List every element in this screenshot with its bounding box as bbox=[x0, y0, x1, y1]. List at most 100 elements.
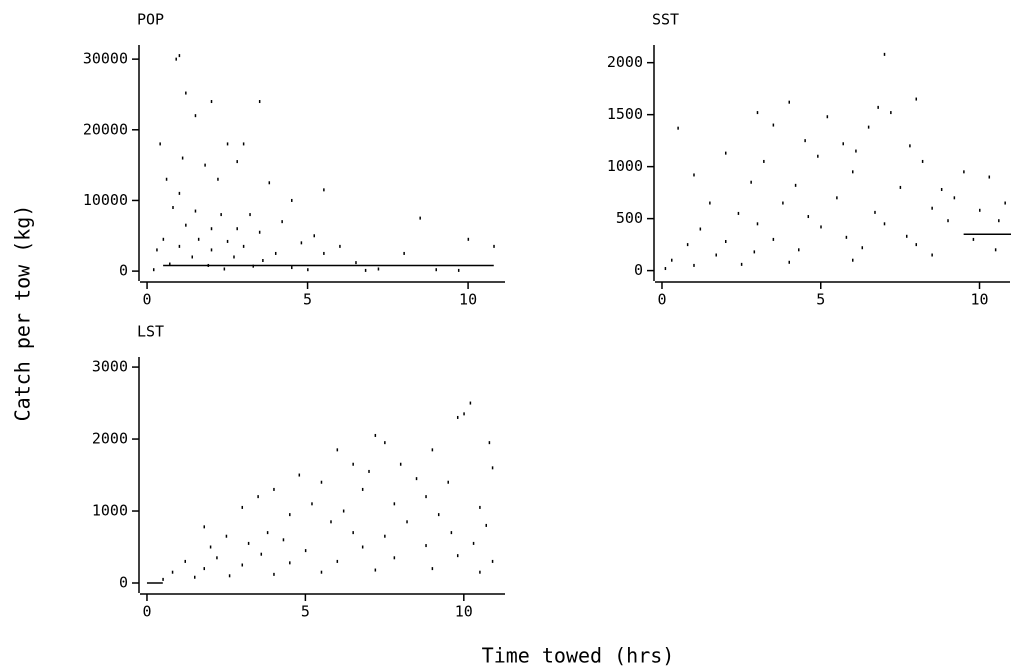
point bbox=[817, 154, 819, 158]
y-tick-label: 30000 bbox=[83, 50, 128, 68]
point bbox=[185, 91, 187, 95]
point bbox=[204, 163, 206, 167]
point bbox=[384, 441, 386, 445]
y-tick-label: 0 bbox=[119, 573, 128, 591]
x-tick-label: 5 bbox=[301, 603, 310, 621]
point bbox=[431, 567, 434, 571]
x-tick-label: 0 bbox=[657, 291, 666, 309]
point bbox=[304, 549, 307, 553]
point bbox=[330, 520, 332, 524]
point bbox=[352, 531, 354, 535]
point bbox=[450, 531, 453, 535]
point bbox=[257, 495, 259, 499]
point bbox=[226, 142, 229, 146]
panel-title: POP bbox=[137, 11, 164, 29]
point bbox=[374, 568, 377, 572]
point bbox=[241, 563, 244, 567]
point bbox=[753, 250, 756, 254]
point bbox=[156, 248, 158, 252]
point bbox=[162, 577, 164, 581]
point bbox=[931, 206, 933, 210]
point bbox=[281, 220, 283, 224]
x-tick-label: 10 bbox=[455, 603, 473, 621]
point bbox=[947, 219, 949, 223]
point bbox=[336, 448, 339, 452]
point bbox=[242, 244, 245, 248]
point bbox=[677, 126, 679, 130]
point bbox=[236, 160, 238, 164]
point bbox=[307, 268, 309, 272]
point bbox=[262, 259, 264, 263]
point bbox=[874, 210, 876, 214]
point bbox=[361, 545, 364, 549]
point bbox=[488, 441, 491, 445]
point bbox=[403, 251, 405, 255]
point bbox=[493, 244, 495, 248]
point bbox=[225, 534, 228, 538]
point bbox=[915, 243, 918, 247]
point bbox=[399, 462, 402, 466]
point bbox=[435, 268, 437, 272]
x-tick-label: 10 bbox=[459, 291, 477, 309]
point bbox=[756, 111, 759, 115]
y-tick-label: 0 bbox=[119, 262, 128, 280]
point bbox=[342, 509, 345, 513]
point bbox=[178, 244, 181, 248]
point bbox=[185, 223, 187, 227]
point bbox=[788, 100, 790, 104]
point bbox=[374, 433, 377, 437]
point bbox=[861, 246, 864, 250]
point bbox=[826, 115, 829, 119]
point bbox=[178, 54, 181, 58]
point bbox=[210, 100, 213, 104]
point bbox=[300, 241, 303, 245]
point bbox=[291, 198, 293, 202]
point bbox=[313, 234, 315, 238]
point bbox=[258, 230, 261, 234]
point bbox=[431, 448, 434, 452]
point bbox=[171, 570, 174, 574]
point bbox=[931, 253, 933, 257]
point bbox=[210, 227, 213, 231]
point bbox=[273, 572, 275, 576]
point bbox=[715, 253, 717, 257]
point bbox=[988, 175, 991, 179]
point bbox=[203, 567, 206, 571]
point bbox=[178, 191, 181, 195]
point bbox=[406, 520, 408, 524]
point bbox=[289, 513, 291, 517]
point bbox=[355, 261, 357, 265]
point bbox=[172, 206, 174, 210]
point bbox=[210, 248, 213, 252]
point bbox=[693, 173, 695, 177]
point bbox=[320, 570, 323, 574]
point bbox=[467, 237, 470, 241]
point bbox=[323, 251, 325, 255]
point bbox=[940, 188, 943, 192]
point bbox=[852, 258, 854, 262]
point bbox=[953, 196, 956, 200]
point bbox=[175, 57, 177, 61]
point bbox=[737, 211, 740, 215]
y-tick-label: 2000 bbox=[92, 430, 128, 448]
point bbox=[393, 556, 396, 560]
point bbox=[979, 208, 981, 212]
point bbox=[260, 552, 263, 556]
y-tick-label: 500 bbox=[616, 209, 643, 227]
point bbox=[323, 188, 325, 192]
point bbox=[867, 125, 870, 129]
point bbox=[274, 251, 277, 255]
point bbox=[203, 525, 206, 529]
point bbox=[236, 227, 238, 231]
point bbox=[788, 260, 790, 264]
point bbox=[836, 196, 838, 200]
point bbox=[282, 538, 285, 542]
point bbox=[415, 477, 418, 481]
point bbox=[463, 412, 465, 416]
point bbox=[339, 244, 341, 248]
y-tick-label: 1000 bbox=[92, 502, 128, 520]
point bbox=[845, 235, 848, 239]
point bbox=[336, 559, 339, 563]
point bbox=[994, 248, 997, 252]
point bbox=[425, 544, 427, 548]
